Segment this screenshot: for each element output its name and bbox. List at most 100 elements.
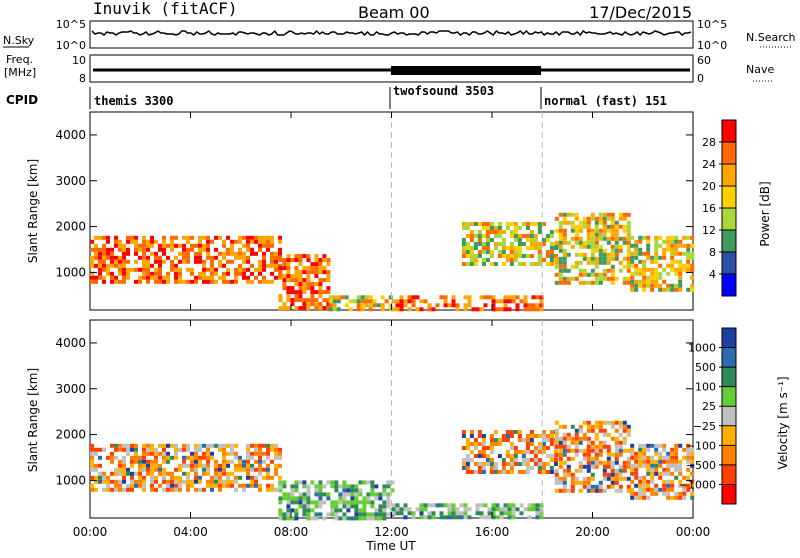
- echo-cell: [254, 467, 258, 472]
- echo-cell: [690, 263, 695, 268]
- echo-cell: [626, 432, 631, 437]
- echo-cell: [250, 251, 254, 256]
- echo-cell: [618, 488, 623, 493]
- echo-cell: [614, 460, 619, 465]
- echo-cell: [497, 438, 502, 442]
- echo-cell: [114, 471, 118, 476]
- echo-cell: [529, 442, 534, 446]
- echo-cell: [286, 306, 291, 311]
- echo-cell: [590, 272, 595, 277]
- echo-cell: [586, 440, 591, 445]
- echo-cell: [483, 503, 488, 508]
- echo-cell: [501, 246, 506, 250]
- echo-cell: [481, 454, 486, 458]
- echo-cell: [415, 507, 420, 512]
- echo-cell: [198, 243, 202, 248]
- echo-cell: [590, 252, 595, 257]
- echo-cell: [262, 275, 266, 280]
- echo-cell: [562, 212, 567, 217]
- colorbar-segment: [722, 367, 736, 388]
- twofsound-freq-block: [391, 66, 541, 75]
- echo-cell: [509, 258, 514, 262]
- echo-cell: [142, 463, 146, 468]
- echo-cell: [501, 470, 506, 474]
- echo-cell: [491, 511, 496, 516]
- echo-cell: [662, 239, 667, 244]
- echo-cell: [678, 259, 683, 264]
- echo-cell: [686, 455, 691, 460]
- echo-cell: [610, 216, 615, 221]
- echo-cell: [278, 512, 283, 517]
- echo-cell: [602, 228, 607, 233]
- echo-cell: [194, 443, 198, 448]
- echo-cell: [230, 471, 234, 476]
- echo-cell: [354, 492, 359, 497]
- colorbar-tick-label: −25: [693, 420, 716, 433]
- echo-cell: [574, 236, 579, 241]
- echo-cell: [670, 283, 675, 288]
- echo-cell: [126, 467, 130, 472]
- echo-cell: [670, 247, 675, 252]
- echo-cell: [533, 434, 538, 438]
- echo-cell: [558, 220, 563, 225]
- echo-cell: [338, 508, 343, 513]
- echo-cell: [545, 254, 550, 258]
- echo-cell: [686, 263, 691, 268]
- echo-cell: [614, 440, 619, 445]
- echo-cell: [618, 452, 623, 457]
- echo-cell: [554, 272, 559, 277]
- echo-cell: [602, 444, 607, 449]
- echo-cell: [122, 259, 126, 264]
- echo-cell: [326, 496, 331, 501]
- echo-cell: [570, 244, 575, 249]
- echo-cell: [110, 479, 114, 484]
- echo-cell: [310, 516, 315, 521]
- echo-cell: [549, 430, 554, 434]
- xtick-label: 08:00: [274, 525, 309, 539]
- echo-cell: [118, 443, 122, 448]
- echo-cell: [238, 267, 242, 272]
- freq-label: Freq.: [6, 53, 33, 66]
- echo-cell: [481, 438, 486, 442]
- echo-cell: [566, 280, 571, 285]
- echo-cell: [391, 507, 396, 512]
- echo-cell: [674, 495, 679, 500]
- echo-cell: [90, 487, 94, 492]
- echo-cell: [118, 459, 122, 464]
- echo-cell: [477, 442, 482, 446]
- echo-cell: [582, 436, 587, 441]
- echo-cell: [574, 428, 579, 433]
- echo-cell: [266, 239, 270, 244]
- echo-cell: [362, 496, 367, 501]
- echo-cell: [521, 254, 526, 258]
- echo-cell: [574, 224, 579, 229]
- echo-cell: [294, 516, 299, 521]
- echo-cell: [372, 299, 377, 304]
- echo-cell: [222, 447, 226, 452]
- echo-cell: [98, 255, 102, 260]
- echo-cell: [622, 212, 627, 217]
- echo-cell: [562, 476, 567, 481]
- echo-cell: [314, 512, 319, 517]
- echo-cell: [678, 471, 683, 476]
- echo-cell: [505, 430, 510, 434]
- echo-cell: [642, 447, 647, 452]
- echo-cell: [525, 254, 530, 258]
- echo-cell: [590, 448, 595, 453]
- echo-cell: [493, 442, 498, 446]
- echo-cell: [226, 471, 230, 476]
- echo-cell: [670, 479, 675, 484]
- echo-cell: [642, 487, 647, 492]
- echo-cell: [298, 258, 303, 263]
- echo-cell: [529, 238, 534, 242]
- echo-cell: [286, 504, 291, 509]
- echo-cell: [122, 251, 126, 256]
- echo-cell: [513, 430, 518, 434]
- echo-cell: [306, 282, 311, 287]
- echo-cell: [549, 470, 554, 474]
- echo-cell: [306, 488, 311, 493]
- echo-cell: [370, 484, 375, 489]
- echo-cell: [226, 271, 230, 276]
- echo-cell: [562, 220, 567, 225]
- echo-cell: [270, 235, 274, 240]
